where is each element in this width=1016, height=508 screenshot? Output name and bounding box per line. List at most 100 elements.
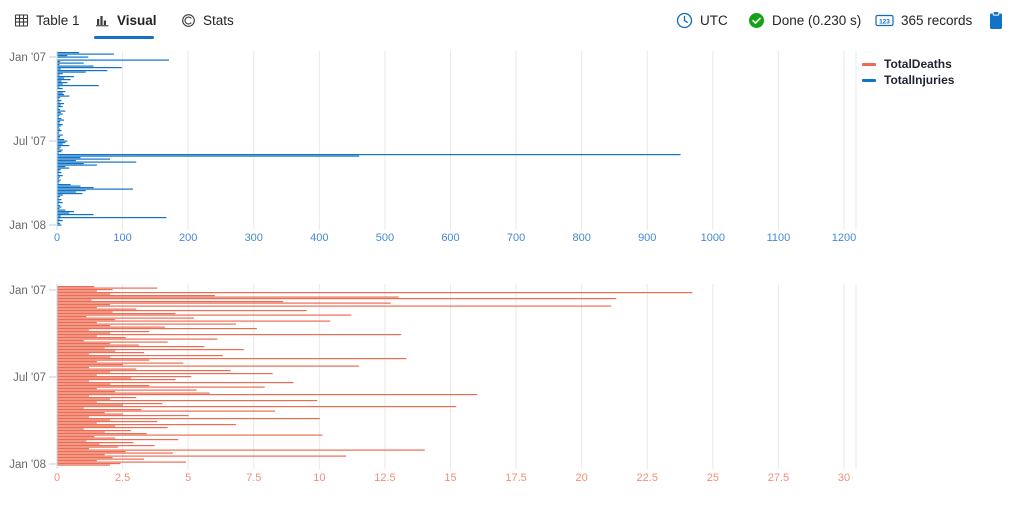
bar[interactable] bbox=[57, 440, 87, 442]
bar[interactable] bbox=[57, 350, 116, 352]
bar[interactable] bbox=[57, 122, 60, 124]
bar[interactable] bbox=[57, 85, 99, 87]
bar[interactable] bbox=[57, 463, 121, 465]
bar[interactable] bbox=[57, 365, 360, 367]
bar[interactable] bbox=[57, 193, 83, 195]
bar[interactable] bbox=[57, 416, 89, 418]
bar[interactable] bbox=[57, 418, 320, 420]
bar[interactable] bbox=[57, 125, 61, 127]
bar[interactable] bbox=[57, 73, 63, 75]
bar[interactable] bbox=[57, 287, 158, 289]
bar[interactable] bbox=[57, 311, 113, 313]
bar[interactable] bbox=[57, 199, 62, 201]
bar[interactable] bbox=[57, 322, 97, 324]
bar[interactable] bbox=[57, 182, 59, 184]
bar[interactable] bbox=[57, 163, 84, 165]
bar[interactable] bbox=[57, 428, 84, 430]
bar[interactable] bbox=[57, 154, 681, 156]
bar[interactable] bbox=[57, 424, 236, 426]
bar[interactable] bbox=[57, 409, 142, 411]
bar[interactable] bbox=[57, 373, 273, 375]
bar[interactable] bbox=[57, 169, 61, 171]
bar[interactable] bbox=[57, 127, 59, 129]
bar[interactable] bbox=[57, 212, 70, 214]
bar[interactable] bbox=[57, 109, 61, 111]
bar[interactable] bbox=[57, 335, 97, 337]
bar[interactable] bbox=[57, 62, 84, 64]
bar[interactable] bbox=[57, 221, 59, 223]
bar[interactable] bbox=[57, 68, 61, 70]
bar[interactable] bbox=[57, 178, 59, 180]
bar[interactable] bbox=[57, 88, 63, 90]
bar[interactable] bbox=[57, 139, 65, 141]
bar[interactable] bbox=[57, 412, 105, 414]
bar[interactable] bbox=[57, 56, 89, 58]
bar[interactable] bbox=[57, 458, 145, 460]
bar[interactable] bbox=[57, 286, 95, 288]
bar[interactable] bbox=[57, 202, 63, 204]
bar[interactable] bbox=[57, 185, 81, 187]
bar[interactable] bbox=[57, 206, 62, 208]
bar[interactable] bbox=[57, 77, 65, 79]
bar[interactable] bbox=[57, 395, 89, 397]
bar[interactable] bbox=[57, 79, 71, 81]
bar[interactable] bbox=[57, 176, 61, 178]
bar[interactable] bbox=[57, 151, 62, 153]
bar[interactable] bbox=[57, 406, 457, 408]
bar[interactable] bbox=[57, 392, 210, 394]
bar[interactable] bbox=[57, 215, 61, 217]
bar[interactable] bbox=[57, 464, 110, 466]
total-deaths-bar-chart[interactable]: 0 2.5 5 7.5 10 12.5 15 17.5 20 22.5 25 27.5 30 Jan '0… bbox=[0, 278, 1016, 508]
bar[interactable] bbox=[57, 361, 97, 363]
bar[interactable] bbox=[57, 101, 60, 103]
bar[interactable] bbox=[57, 400, 318, 402]
bar[interactable] bbox=[57, 451, 126, 453]
bar[interactable] bbox=[57, 110, 66, 112]
bar[interactable] bbox=[57, 70, 108, 72]
bar[interactable] bbox=[57, 403, 163, 405]
bar[interactable] bbox=[57, 74, 60, 76]
bar[interactable] bbox=[57, 223, 61, 225]
bar[interactable] bbox=[57, 320, 331, 322]
bar[interactable] bbox=[57, 349, 244, 351]
bar[interactable] bbox=[57, 217, 167, 219]
tab-visual[interactable]: Visual bbox=[95, 0, 157, 40]
bar[interactable] bbox=[57, 71, 86, 73]
bar[interactable] bbox=[57, 107, 59, 109]
bar[interactable] bbox=[57, 59, 169, 61]
bar[interactable] bbox=[57, 340, 84, 342]
bar[interactable] bbox=[57, 316, 87, 318]
bar[interactable] bbox=[57, 319, 116, 321]
bar[interactable] bbox=[57, 323, 236, 325]
bar[interactable] bbox=[57, 209, 66, 211]
bar[interactable] bbox=[57, 145, 70, 147]
bar[interactable] bbox=[57, 358, 407, 360]
bar[interactable] bbox=[57, 386, 265, 388]
bar[interactable] bbox=[57, 325, 110, 327]
bar[interactable] bbox=[57, 91, 66, 93]
bar[interactable] bbox=[57, 326, 166, 328]
bar[interactable] bbox=[57, 439, 179, 441]
bar[interactable] bbox=[57, 175, 63, 177]
bar[interactable] bbox=[57, 401, 97, 403]
bar[interactable] bbox=[57, 352, 145, 354]
bar[interactable] bbox=[57, 98, 59, 100]
bar[interactable] bbox=[57, 82, 68, 84]
bar[interactable] bbox=[57, 374, 97, 376]
bar[interactable] bbox=[57, 118, 62, 120]
bar[interactable] bbox=[57, 100, 62, 102]
bar[interactable] bbox=[57, 301, 284, 303]
bar[interactable] bbox=[57, 121, 61, 123]
bar[interactable] bbox=[57, 94, 65, 96]
bar[interactable] bbox=[57, 61, 61, 63]
bar[interactable] bbox=[57, 448, 89, 450]
bar[interactable] bbox=[57, 224, 62, 226]
bar[interactable] bbox=[57, 173, 59, 175]
bar[interactable] bbox=[57, 382, 294, 384]
bar[interactable] bbox=[57, 343, 110, 345]
bar[interactable] bbox=[57, 371, 110, 373]
bar[interactable] bbox=[57, 413, 124, 415]
bar[interactable] bbox=[57, 160, 76, 162]
bar[interactable] bbox=[57, 113, 63, 115]
bar[interactable] bbox=[57, 307, 97, 309]
